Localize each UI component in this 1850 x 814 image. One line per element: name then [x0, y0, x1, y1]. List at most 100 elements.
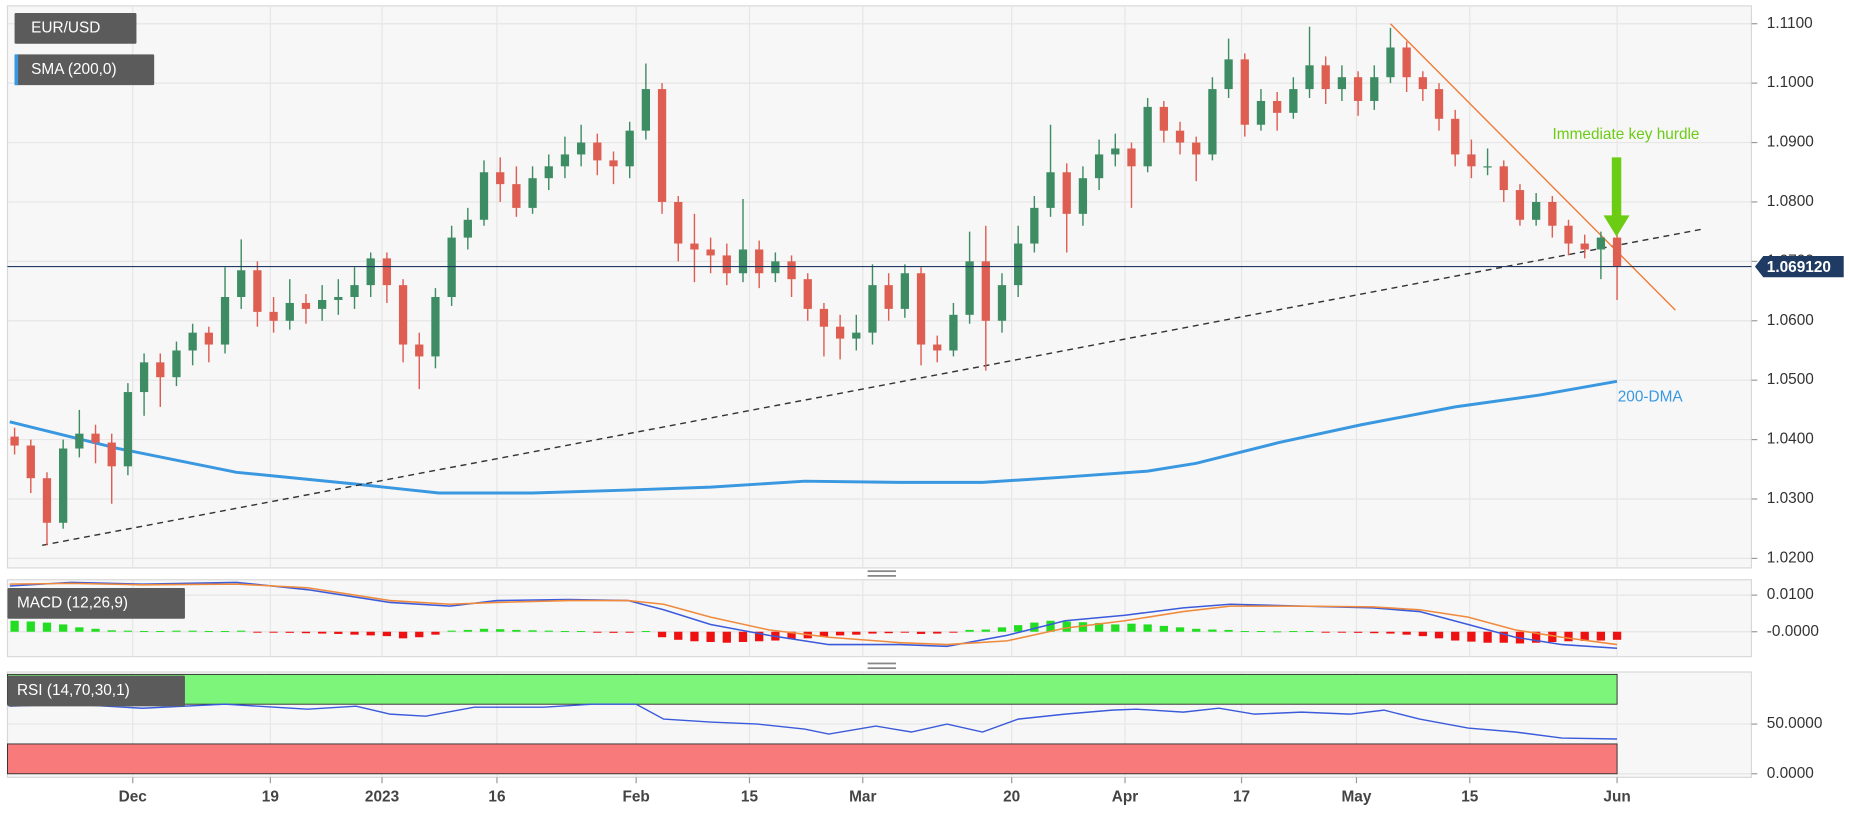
trendline: [42, 228, 1705, 547]
histogram-bar: [431, 631, 440, 635]
candle-body: [1353, 77, 1363, 101]
candle-body: [576, 142, 586, 155]
candle-body: [1434, 89, 1444, 119]
histogram-bar: [1127, 623, 1136, 632]
candle-body: [447, 237, 456, 298]
candle-body: [10, 436, 19, 446]
histogram-bar: [609, 631, 618, 633]
legend-label: EUR/USD: [31, 19, 100, 36]
histogram-bar: [398, 631, 408, 639]
candle-body: [528, 178, 537, 208]
histogram-bar: [1434, 631, 1444, 639]
x-tick-label: 19: [262, 788, 279, 805]
candle-body: [59, 448, 68, 523]
x-tick-label: 17: [1233, 788, 1250, 805]
candle-body: [657, 89, 667, 202]
candle-body: [237, 270, 246, 298]
histogram-bar: [755, 631, 764, 642]
histogram-bar: [220, 631, 230, 632]
y-tick-label: 1.0800: [1767, 193, 1814, 210]
candle-body: [496, 172, 505, 185]
histogram-bar: [512, 629, 521, 632]
candle-body: [1111, 148, 1120, 155]
candle-body: [1062, 172, 1071, 214]
candle-body: [965, 261, 974, 315]
candle-body: [1240, 59, 1249, 125]
x-tick-label: Jun: [1603, 788, 1630, 805]
x-tick-label: Feb: [622, 788, 649, 805]
histogram-bar: [188, 630, 197, 632]
histogram-bar: [1596, 631, 1606, 641]
histogram-bar: [91, 628, 100, 632]
histogram-bar: [1337, 631, 1347, 633]
candle-body: [1499, 166, 1508, 191]
x-tick-label: Mar: [849, 788, 876, 805]
annotation-arrow: [1603, 157, 1630, 237]
band: [7, 673, 1618, 705]
x-tick-label: 15: [1461, 788, 1479, 805]
candle-body: [285, 302, 294, 321]
histogram-bar: [496, 629, 505, 632]
candle-body: [949, 314, 958, 351]
candle-body: [1467, 154, 1476, 167]
histogram-bar: [463, 629, 472, 632]
panel-handles: [867, 570, 897, 670]
histogram-bar: [447, 630, 456, 632]
histogram-bar: [1240, 631, 1249, 632]
x-tick-label: 2023: [365, 788, 399, 805]
candle-body: [1046, 172, 1055, 208]
histogram-bar: [641, 631, 651, 632]
candle-body: [722, 255, 731, 274]
last-price-label: 1.069120: [1767, 259, 1831, 276]
histogram-bar: [382, 631, 392, 637]
histogram-bar: [1094, 622, 1104, 632]
histogram-bar: [415, 631, 424, 638]
x-tick-label: 16: [488, 788, 505, 805]
x-tick-label: 15: [741, 788, 759, 805]
candle-body: [641, 89, 651, 131]
candle-body: [852, 332, 861, 339]
macd-line: [9, 581, 1618, 650]
histogram-bar: [1451, 631, 1460, 641]
last-price-box: [1754, 255, 1844, 278]
y-tick-label: 1.0200: [1767, 549, 1814, 566]
candle-body: [1564, 225, 1573, 244]
histogram-bar: [1564, 631, 1573, 642]
histogram-bar: [625, 631, 634, 633]
histogram-bar: [318, 631, 327, 634]
candle-body: [625, 130, 634, 167]
histogram-bar: [269, 631, 278, 633]
histogram-bar: [933, 631, 942, 634]
histogram-bar: [1143, 624, 1152, 632]
trendline: [1389, 23, 1676, 311]
candle-body: [1515, 190, 1525, 220]
legend-label: MACD (12,26,9): [17, 594, 128, 611]
candle-body: [318, 299, 327, 309]
y-tick-label: 1.1000: [1767, 74, 1814, 91]
histogram-bar: [965, 629, 974, 632]
annotation: 200-DMA: [1618, 389, 1684, 406]
candle-body: [738, 249, 748, 274]
y-tick-label: 50.0000: [1767, 715, 1823, 732]
candle-body: [1612, 237, 1622, 267]
histogram-bar: [26, 621, 35, 632]
histogram-bar: [722, 631, 731, 643]
candle-body: [560, 154, 570, 167]
candle-body: [253, 270, 262, 312]
candle-body: [933, 344, 942, 351]
candle-body: [1127, 148, 1136, 167]
histogram-bar: [1548, 631, 1557, 642]
candle-body: [431, 297, 440, 357]
histogram-bar: [1612, 631, 1622, 640]
candle-body: [916, 273, 926, 345]
y-tick-label: 1.0300: [1767, 490, 1814, 507]
histogram-bar: [852, 631, 861, 635]
candle-body: [1159, 106, 1168, 131]
candle-body: [350, 285, 359, 298]
candle-body: [544, 166, 553, 179]
candle-body: [981, 261, 990, 321]
histogram-bar: [42, 622, 52, 632]
candle-body: [1580, 243, 1589, 250]
histogram-bar: [835, 631, 845, 636]
